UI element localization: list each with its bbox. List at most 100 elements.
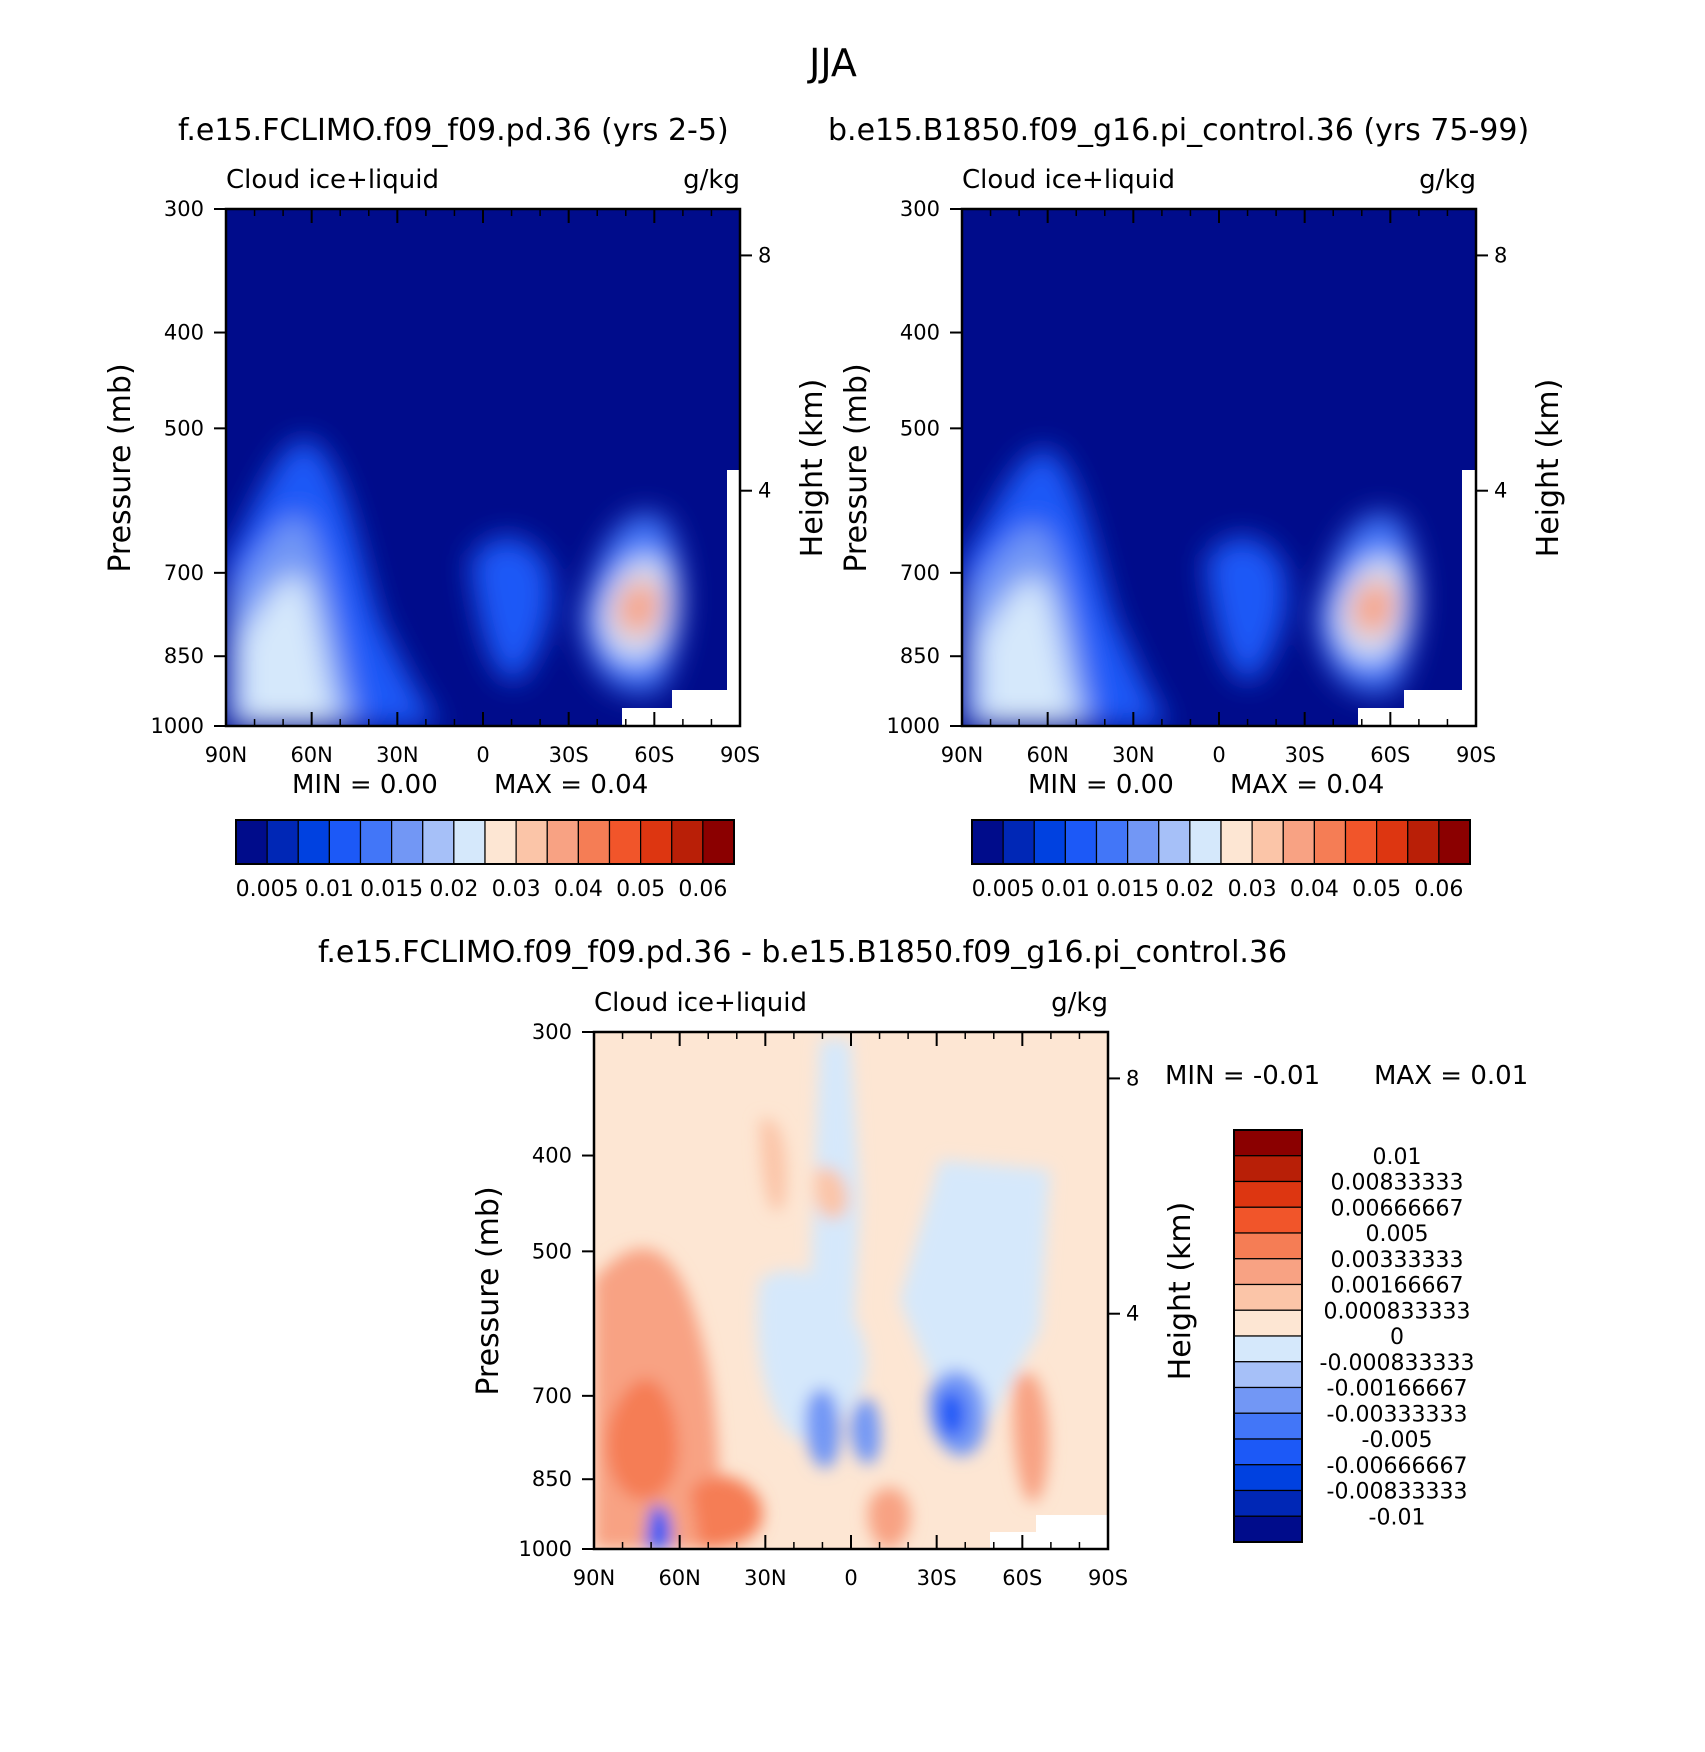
y-tick-label: 400 xyxy=(164,321,204,345)
y-tick-label: 700 xyxy=(532,1384,572,1408)
colorbar-swatch xyxy=(235,819,268,865)
y2-tick-label: 8 xyxy=(1494,243,1507,267)
y2-tick-label: 4 xyxy=(1126,1302,1139,1326)
colorbar-swatch xyxy=(640,819,673,865)
panel2-units-label: g/kg xyxy=(1419,165,1476,195)
colorbar-swatch xyxy=(1233,1155,1303,1183)
colorbar-label: 0 xyxy=(1390,1325,1404,1350)
diff-max-text: MAX = 0.01 xyxy=(1374,1061,1528,1091)
colorbar-label: -0.005 xyxy=(1362,1428,1433,1453)
colorbar-swatch xyxy=(1344,819,1378,865)
diff-field xyxy=(594,1032,1108,1549)
colorbar-swatch xyxy=(1407,819,1440,865)
colorbar-swatch xyxy=(1064,819,1098,865)
y-tick-label: 850 xyxy=(900,644,940,668)
colorbar-swatch xyxy=(266,819,299,865)
panel2-field xyxy=(962,209,1476,726)
panel1-y2-label: Height (km) xyxy=(795,379,830,558)
x-tick-label: 60N xyxy=(658,1566,700,1590)
colorbar-swatch xyxy=(1233,1283,1303,1311)
x-tick-label: 30N xyxy=(376,743,418,767)
colorbar-label: 0.06 xyxy=(1414,877,1463,902)
colorbar-label: 0.00833333 xyxy=(1331,1171,1464,1196)
colorbar-swatch xyxy=(1233,1386,1303,1414)
colorbar-swatch xyxy=(1233,1464,1303,1492)
x-tick-label: 90S xyxy=(1088,1566,1128,1590)
y-tick-label: 1000 xyxy=(519,1537,572,1561)
diff-plot: Cloud ice+liquid g/kg xyxy=(471,988,1528,1590)
colorbar-swatch xyxy=(1251,819,1284,865)
x-tick-label: 60S xyxy=(1002,1566,1042,1590)
colorbar-label: -0.000833333 xyxy=(1320,1351,1475,1376)
x-tick-label: 0 xyxy=(1212,743,1225,767)
x-tick-label: 90N xyxy=(573,1566,615,1590)
colorbar-swatch xyxy=(1033,819,1066,865)
y-tick-label: 300 xyxy=(900,197,940,221)
colorbar-swatch xyxy=(971,819,1004,865)
diff-y-label: Pressure (mb) xyxy=(471,1186,506,1395)
colorbar-label: 0.04 xyxy=(554,877,603,902)
y2-tick-label: 8 xyxy=(758,243,771,267)
colorbar-swatch xyxy=(1313,819,1347,865)
x-tick-label: 60S xyxy=(634,743,674,767)
x-tick-label: 60N xyxy=(290,743,332,767)
colorbar-swatch xyxy=(608,819,642,865)
y-tick-label: 500 xyxy=(532,1239,572,1263)
colorbar-label: 0.00166667 xyxy=(1331,1274,1464,1299)
colorbar-label: -0.00166667 xyxy=(1327,1377,1468,1402)
colorbar-swatch xyxy=(702,819,735,865)
colorbar-label: 0.005 xyxy=(972,877,1035,902)
colorbar-swatch xyxy=(1233,1206,1303,1234)
y-tick-label: 500 xyxy=(900,416,940,440)
colorbar-label: 0.015 xyxy=(360,877,423,902)
colorbar-swatch xyxy=(1233,1361,1303,1389)
colorbar-swatch xyxy=(1233,1232,1303,1260)
colorbar-label: 0.01 xyxy=(1373,1145,1422,1170)
colorbar-swatch xyxy=(328,819,362,865)
colorbar-swatch xyxy=(1127,819,1160,865)
colorbar-label: -0.00833333 xyxy=(1327,1480,1468,1505)
colorbar-label: 0.005 xyxy=(236,877,299,902)
y-tick-label: 400 xyxy=(532,1144,572,1168)
x-tick-label: 30S xyxy=(1285,743,1325,767)
colorbar-swatch xyxy=(546,819,579,865)
x-tick-label: 0 xyxy=(844,1566,857,1590)
colorbar-swatch xyxy=(453,819,486,865)
x-tick-label: 30N xyxy=(1112,743,1154,767)
x-tick-label: 30S xyxy=(917,1566,957,1590)
y-tick-label: 850 xyxy=(532,1467,572,1491)
colorbar-swatch xyxy=(1233,1438,1303,1466)
x-tick-label: 90N xyxy=(205,743,247,767)
panel1-plot: Cloud ice+liquid g/kg 90N 60N 30N 0 30S 60S 90… xyxy=(103,165,830,902)
colorbar-label: 0.000833333 xyxy=(1324,1299,1471,1324)
colorbar-label: 0.06 xyxy=(678,877,727,902)
colorbar-swatch xyxy=(297,819,330,865)
y-tick-label: 1000 xyxy=(887,714,940,738)
colorbar-swatch xyxy=(1233,1515,1303,1543)
diff-min-text: MIN = -0.01 xyxy=(1165,1061,1320,1091)
diff-colorbar: 0.010.008333330.006666670.0050.003333330… xyxy=(1233,1129,1475,1543)
x-tick-label: 90S xyxy=(1456,743,1496,767)
colorbar-label: 0.015 xyxy=(1096,877,1159,902)
colorbar-swatch xyxy=(484,819,517,865)
panel1-min-text: MIN = 0.00 xyxy=(292,770,438,800)
y-tick-label: 700 xyxy=(164,561,204,585)
panel1-y-label: Pressure (mb) xyxy=(103,363,138,572)
x-tick-label: 30S xyxy=(549,743,589,767)
colorbar-label: 0.03 xyxy=(1228,877,1277,902)
y-tick-label: 400 xyxy=(900,321,940,345)
colorbar-label: 0.005 xyxy=(1366,1222,1429,1247)
colorbar-label: 0.00333333 xyxy=(1331,1248,1464,1273)
colorbar-swatch xyxy=(1233,1258,1303,1286)
panel2-colorbar: 0.005 0.01 0.015 0.02 0.03 0.04 0.05 0.06 xyxy=(971,819,1471,902)
colorbar-swatch xyxy=(1002,819,1035,865)
panel2-variable-label: Cloud ice+liquid xyxy=(962,165,1175,195)
y2-tick-label: 4 xyxy=(758,479,771,503)
y-tick-label: 700 xyxy=(900,561,940,585)
colorbar-swatch xyxy=(1376,819,1409,865)
colorbar-label: 0.01 xyxy=(1041,877,1090,902)
y-tick-label: 850 xyxy=(164,644,204,668)
diff-y2-label: Height (km) xyxy=(1163,1202,1198,1381)
colorbar-swatch xyxy=(422,819,455,865)
